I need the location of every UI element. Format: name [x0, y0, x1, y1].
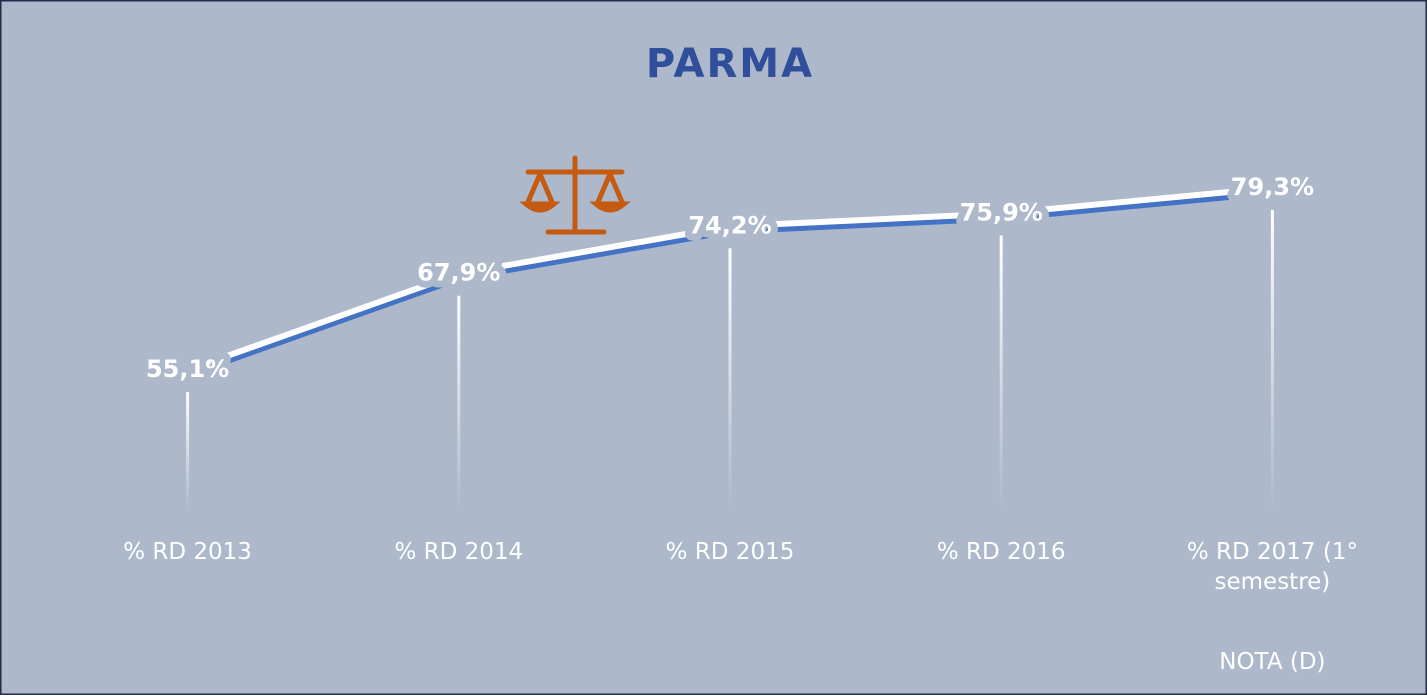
drop-line	[457, 295, 461, 512]
x-tick-label: % RD 2017 (1° semestre)	[1186, 539, 1358, 595]
data-label: 75,9%	[960, 198, 1043, 226]
x-tick-label: % RD 2013	[123, 539, 252, 565]
drop-line	[1270, 209, 1274, 512]
data-label: 55,1%	[146, 355, 229, 383]
data-label: 74,2%	[688, 211, 771, 239]
scale-icon	[519, 155, 631, 235]
drop-line	[728, 248, 732, 512]
drop-line	[186, 392, 190, 512]
x-tick-label: % RD 2015	[665, 539, 795, 565]
data-label: 67,9%	[417, 259, 500, 287]
line	[186, 184, 1273, 373]
line-shadow	[186, 189, 1273, 378]
data-label: 79,3%	[1231, 173, 1314, 201]
drop-line	[999, 235, 1003, 513]
annotation: NOTA (D)	[1219, 649, 1326, 675]
x-tick-label: % RD 2016	[936, 539, 1066, 565]
x-tick-label: % RD 2014	[394, 539, 524, 565]
chart-title: PARMA	[646, 41, 814, 87]
